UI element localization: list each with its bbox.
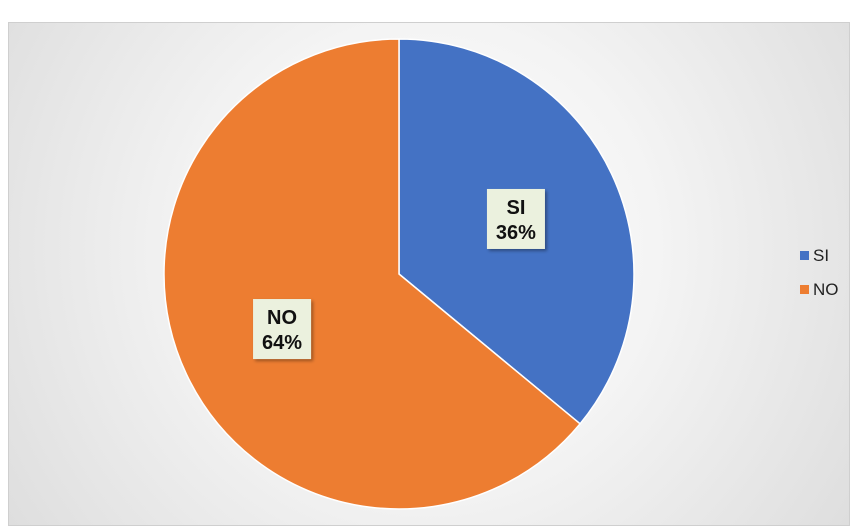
pie-slice-no (163, 38, 582, 510)
data-label-category: SI (506, 197, 525, 219)
legend-swatch (800, 285, 809, 294)
data-label-box (486, 188, 545, 249)
data-label-si: SI 36% (486, 188, 545, 249)
data-label-no: NO 64% (253, 299, 312, 360)
legend-entry-no: NO (800, 280, 839, 299)
legend-label: SI (813, 246, 829, 265)
legend-entry-si: SI (800, 246, 829, 265)
data-label-percent: 64% (262, 332, 302, 354)
legend-swatch (800, 251, 809, 260)
data-label-percent: 36% (496, 222, 536, 244)
legend-label: NO (813, 280, 839, 299)
data-label-box (253, 299, 312, 360)
data-label-category: NO (267, 307, 297, 329)
